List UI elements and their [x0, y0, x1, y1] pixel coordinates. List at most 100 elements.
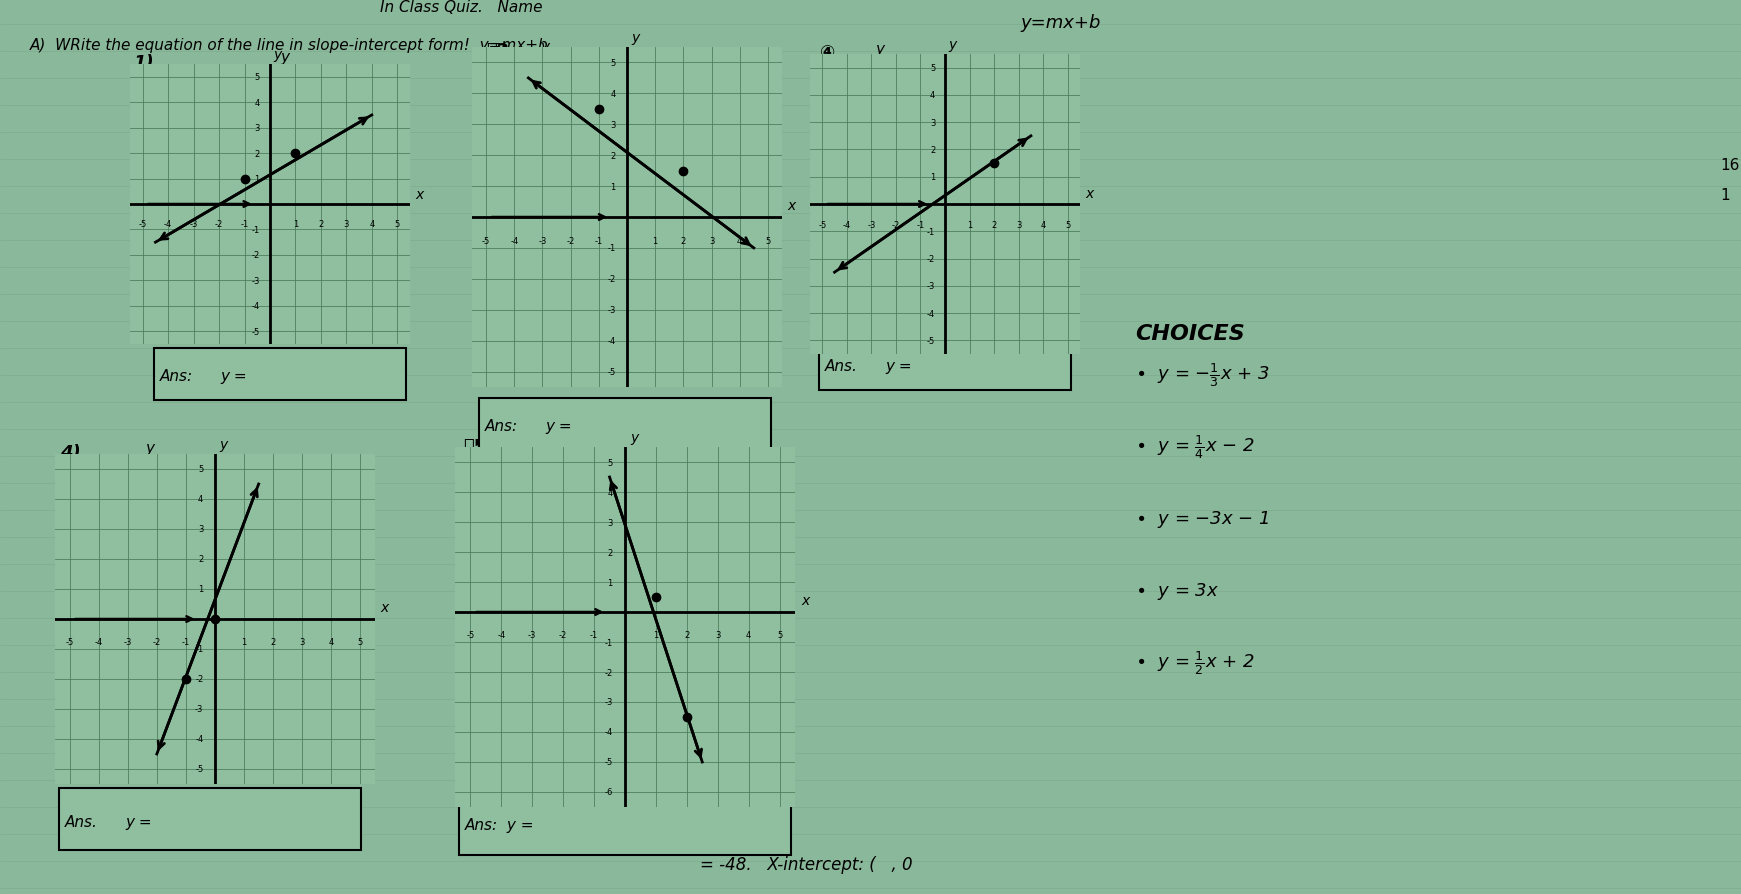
Text: -2: -2	[608, 275, 616, 284]
Text: ⑄2: ⑄2	[486, 42, 510, 60]
Text: 1: 1	[1720, 188, 1729, 203]
Text: y: y	[876, 42, 884, 57]
Text: Ans.: Ans.	[825, 358, 858, 374]
Text: 1: 1	[653, 630, 658, 639]
Text: 5: 5	[930, 64, 935, 73]
Text: -2: -2	[195, 675, 204, 684]
Text: y: y	[145, 441, 153, 455]
Text: -4: -4	[510, 236, 519, 245]
FancyBboxPatch shape	[460, 789, 790, 855]
Text: x: x	[381, 601, 388, 614]
Text: -3: -3	[538, 236, 547, 245]
Text: Ans.: Ans.	[64, 814, 97, 830]
Text: -5: -5	[467, 630, 475, 639]
Text: ④: ④	[820, 44, 836, 62]
Text: 1: 1	[242, 637, 247, 646]
Text: y: y	[949, 38, 956, 52]
Text: 3: 3	[709, 236, 714, 245]
Text: 3: 3	[198, 525, 204, 534]
Text: 1: 1	[198, 585, 204, 594]
Text: 2: 2	[319, 220, 324, 229]
Text: 16: 16	[1720, 158, 1739, 173]
Text: -4: -4	[604, 728, 613, 737]
Text: -1: -1	[604, 637, 613, 646]
Text: y: y	[273, 48, 282, 63]
Text: 3: 3	[611, 121, 616, 130]
Text: 5: 5	[254, 73, 259, 82]
Text: -1: -1	[251, 225, 259, 235]
Text: y =: y =	[219, 368, 247, 384]
Text: -1: -1	[608, 244, 616, 253]
Text: -1: -1	[916, 221, 924, 230]
Text: Ans:: Ans:	[160, 368, 193, 384]
Text: -5: -5	[195, 764, 204, 773]
Text: 4: 4	[254, 98, 259, 107]
Text: -3: -3	[251, 276, 259, 285]
Text: -1: -1	[181, 637, 190, 646]
Text: -5: -5	[604, 757, 613, 767]
Text: -4: -4	[251, 302, 259, 311]
FancyBboxPatch shape	[818, 339, 1071, 391]
Text: -4: -4	[164, 220, 172, 229]
Text: 3: 3	[254, 124, 259, 133]
Text: -2: -2	[214, 220, 223, 229]
Text: -4: -4	[94, 637, 103, 646]
Text: 1: 1	[608, 578, 613, 586]
Text: 4): 4)	[59, 443, 80, 461]
Text: 1: 1	[653, 236, 658, 245]
Text: 1: 1	[254, 175, 259, 184]
Text: 4: 4	[1041, 221, 1046, 230]
Text: 4: 4	[198, 495, 204, 504]
Text: = -48.   X-intercept: (   , 0: = -48. X-intercept: ( , 0	[700, 855, 912, 873]
Text: y: y	[280, 50, 289, 65]
Text: -5: -5	[608, 367, 616, 376]
Text: -4: -4	[498, 630, 505, 639]
Text: -5: -5	[139, 220, 146, 229]
Text: A)  WRite the equation of the line in slope-intercept form!  y=mx+b: A) WRite the equation of the line in slo…	[30, 38, 548, 53]
Text: 5: 5	[359, 637, 364, 646]
Text: -2: -2	[153, 637, 160, 646]
Text: -5: -5	[251, 327, 259, 336]
Text: -6: -6	[604, 788, 613, 797]
Text: y: y	[529, 435, 540, 451]
Text: Ans:: Ans:	[486, 418, 519, 434]
Text: -3: -3	[867, 221, 876, 230]
Text: 5: 5	[611, 59, 616, 68]
Text: 1: 1	[292, 220, 298, 229]
Text: y =: y =	[545, 418, 571, 434]
Text: -4: -4	[843, 221, 851, 230]
Text: In Class Quiz.   Name: In Class Quiz. Name	[380, 0, 543, 15]
Text: 2: 2	[198, 555, 204, 564]
Text: 4: 4	[608, 488, 613, 497]
Text: -2: -2	[926, 255, 935, 264]
FancyBboxPatch shape	[153, 349, 406, 401]
Text: $\bullet$  y = $-$3x $-$ 1: $\bullet$ y = $-$3x $-$ 1	[1135, 509, 1269, 529]
Text: 1: 1	[611, 182, 616, 191]
Text: 3: 3	[608, 518, 613, 527]
Text: 3: 3	[299, 637, 305, 646]
Text: -3: -3	[604, 697, 613, 707]
Text: 3: 3	[1017, 221, 1022, 230]
Text: 2: 2	[930, 146, 935, 155]
Text: 4: 4	[930, 91, 935, 100]
Text: 2: 2	[608, 548, 613, 557]
Text: -3: -3	[124, 637, 132, 646]
FancyBboxPatch shape	[59, 789, 360, 850]
Text: y: y	[219, 437, 228, 451]
Text: -1: -1	[926, 227, 935, 237]
Text: -5: -5	[926, 336, 935, 345]
Text: -4: -4	[195, 735, 204, 744]
Text: 1: 1	[930, 173, 935, 182]
Text: -5: -5	[482, 236, 491, 245]
Text: 4: 4	[611, 89, 616, 98]
Text: 4: 4	[369, 220, 374, 229]
Text: -2: -2	[566, 236, 575, 245]
Text: 3: 3	[930, 119, 935, 128]
Text: -2: -2	[559, 630, 568, 639]
Text: 2: 2	[991, 221, 996, 230]
Text: -4: -4	[926, 309, 935, 318]
Text: $\bullet$  y = 3x: $\bullet$ y = 3x	[1135, 580, 1219, 602]
Text: 3: 3	[716, 630, 721, 639]
Text: x: x	[414, 188, 423, 201]
Text: 3: 3	[343, 220, 348, 229]
